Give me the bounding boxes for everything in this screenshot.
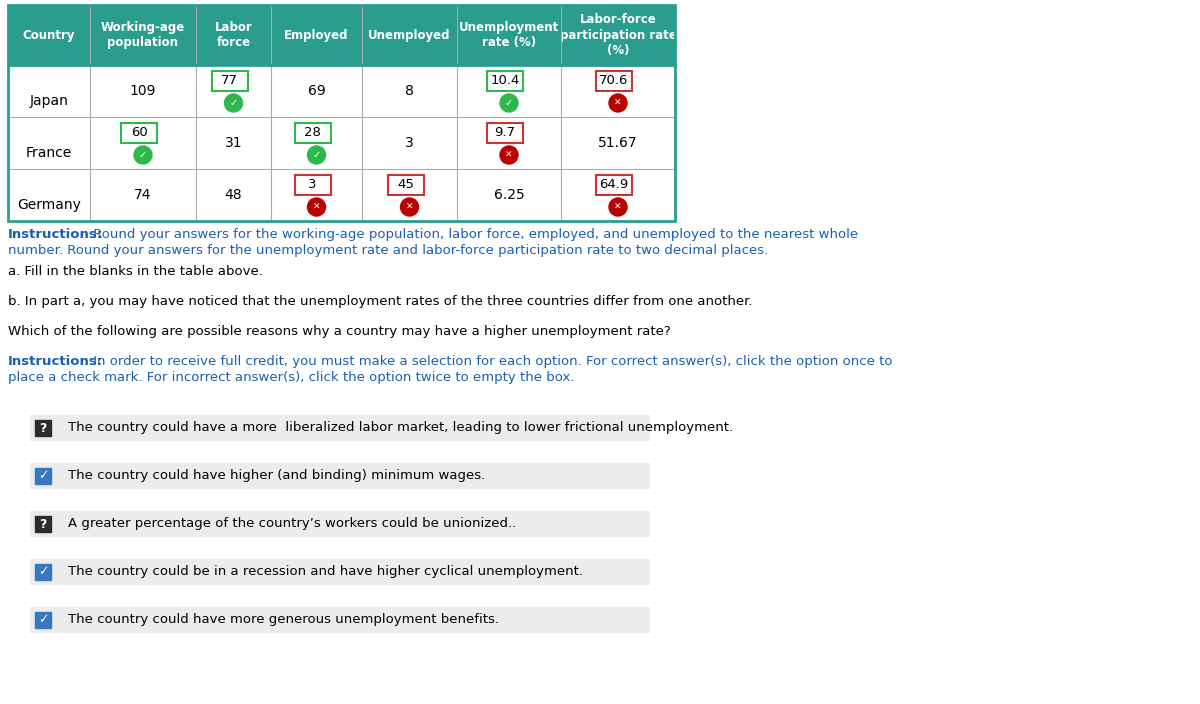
Bar [30, 511, 650, 537]
Text: 48: 48 [224, 188, 242, 202]
Text: ✓: ✓ [139, 150, 148, 160]
Text: ✓: ✓ [37, 613, 48, 627]
Circle shape [224, 94, 242, 112]
Circle shape [610, 94, 628, 112]
Bar [30, 415, 650, 441]
Bar [8, 5, 674, 221]
Text: 28: 28 [304, 127, 320, 139]
Text: France: France [26, 146, 72, 160]
Text: ?: ? [40, 422, 47, 434]
Text: ✓: ✓ [312, 150, 320, 160]
Text: Unemployed: Unemployed [368, 28, 451, 42]
Text: 45: 45 [397, 179, 414, 191]
Bar [487, 123, 523, 143]
Text: number. Round your answers for the unemployment rate and labor-force participati: number. Round your answers for the unemp… [8, 244, 768, 257]
Text: 64.9: 64.9 [599, 179, 629, 191]
Text: Country: Country [23, 28, 76, 42]
Text: Employed: Employed [284, 28, 349, 42]
Bar [30, 463, 650, 489]
Bar [294, 175, 330, 195]
Text: 9.7: 9.7 [494, 127, 516, 139]
Circle shape [401, 198, 419, 216]
Text: 69: 69 [307, 84, 325, 98]
Text: Japan: Japan [30, 94, 68, 108]
Bar [35, 516, 50, 532]
Text: A greater percentage of the country’s workers could be unionized..: A greater percentage of the country’s wo… [68, 517, 516, 531]
Bar [294, 123, 330, 143]
Bar [211, 71, 247, 91]
Text: b. In part a, you may have noticed that the unemployment rates of the three coun: b. In part a, you may have noticed that … [8, 295, 752, 308]
Text: Instructions:: Instructions: [8, 355, 103, 368]
Text: ✕: ✕ [406, 203, 413, 211]
Text: 6.25: 6.25 [493, 188, 524, 202]
Bar [596, 175, 632, 195]
Text: Working-age
population: Working-age population [101, 20, 185, 49]
Bar [35, 420, 50, 436]
Text: 10.4: 10.4 [491, 75, 520, 87]
Text: The country could have a more  liberalized labor market, leading to lower fricti: The country could have a more liberalize… [68, 422, 733, 434]
Text: ✕: ✕ [505, 151, 512, 160]
Text: ✕: ✕ [614, 99, 622, 108]
Bar [487, 71, 523, 91]
Text: ✓: ✓ [505, 98, 514, 108]
Bar [121, 123, 157, 143]
Text: Germany: Germany [17, 198, 80, 212]
Text: ✕: ✕ [614, 203, 622, 211]
Bar [30, 607, 650, 633]
Circle shape [500, 146, 518, 164]
Text: Unemployment
rate (%): Unemployment rate (%) [458, 20, 559, 49]
Text: 3: 3 [308, 179, 317, 191]
Bar [35, 564, 50, 580]
Text: In order to receive full credit, you must make a selection for each option. For : In order to receive full credit, you mus… [89, 355, 893, 368]
Circle shape [307, 198, 325, 216]
Text: 60: 60 [131, 127, 148, 139]
Text: 77: 77 [221, 75, 238, 87]
Text: a. Fill in the blanks in the table above.: a. Fill in the blanks in the table above… [8, 265, 263, 278]
Bar [35, 612, 50, 628]
Text: Instructions:: Instructions: [8, 228, 103, 241]
Text: 51.67: 51.67 [598, 136, 638, 150]
Text: The country could have higher (and binding) minimum wages.: The country could have higher (and bindi… [68, 470, 485, 482]
Text: ?: ? [40, 517, 47, 531]
Text: Round your answers for the working-age population, labor force, employed, and un: Round your answers for the working-age p… [89, 228, 858, 241]
Bar [30, 559, 650, 585]
Text: Labor
force: Labor force [215, 20, 252, 49]
Circle shape [610, 198, 628, 216]
Text: 74: 74 [134, 188, 151, 202]
Text: 109: 109 [130, 84, 156, 98]
Text: ✕: ✕ [313, 203, 320, 211]
Circle shape [307, 146, 325, 164]
Text: The country could be in a recession and have higher cyclical unemployment.: The country could be in a recession and … [68, 565, 583, 579]
Text: Labor-force
participation rate
(%): Labor-force participation rate (%) [559, 13, 677, 57]
Text: ✓: ✓ [229, 98, 238, 108]
Circle shape [500, 94, 518, 112]
Text: 31: 31 [224, 136, 242, 150]
Text: ✓: ✓ [37, 565, 48, 579]
Text: 3: 3 [406, 136, 414, 150]
Bar [8, 5, 674, 65]
Bar [388, 175, 424, 195]
Text: 8: 8 [406, 84, 414, 98]
Bar [596, 71, 632, 91]
Circle shape [134, 146, 152, 164]
Text: place a check mark. For incorrect answer(s), click the option twice to empty the: place a check mark. For incorrect answer… [8, 371, 575, 384]
Text: Which of the following are possible reasons why a country may have a higher unem: Which of the following are possible reas… [8, 325, 671, 338]
Text: ✓: ✓ [37, 470, 48, 482]
Text: The country could have more generous unemployment benefits.: The country could have more generous une… [68, 613, 499, 627]
Text: 70.6: 70.6 [599, 75, 629, 87]
Bar [35, 468, 50, 484]
